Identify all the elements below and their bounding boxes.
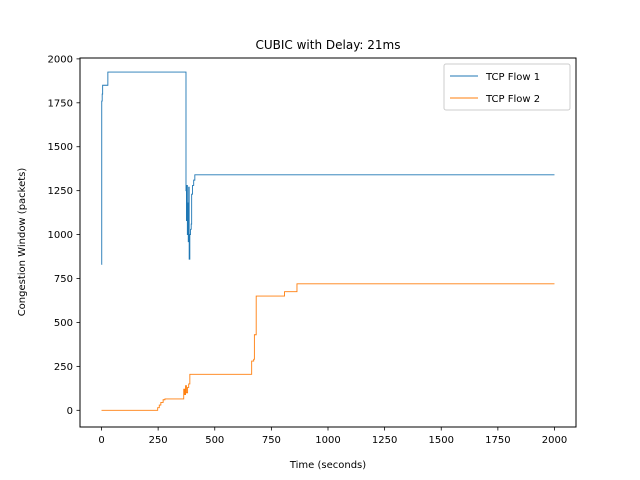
y-tick-label: 1500 [48,142,73,153]
y-tick-label: 2000 [48,54,73,65]
x-tick-label: 1000 [315,435,340,446]
series-line-1 [101,71,555,265]
legend: TCP Flow 1 TCP Flow 2 [443,63,571,111]
y-tick-label: 0 [67,406,73,417]
plot-area [101,71,555,411]
y-tick-label: 1250 [48,186,73,197]
plot-frame [79,57,577,428]
y-tick-label: 250 [54,362,73,373]
x-tick-label: 750 [262,435,281,446]
legend-label-2: TCP Flow 2 [485,94,540,105]
x-tick-label: 1750 [485,435,510,446]
x-axis-label: Time (seconds) [289,460,366,471]
series-line-2 [101,283,555,411]
y-axis: 0 250 500 750 1000 1250 1500 1750 2000 [48,54,80,417]
x-tick-label: 1250 [372,435,397,446]
x-tick-label: 250 [149,435,168,446]
y-tick-label: 750 [54,274,73,285]
y-tick-label: 500 [54,318,73,329]
x-tick-label: 500 [205,435,224,446]
x-tick-label: 2000 [542,435,567,446]
y-tick-label: 1000 [48,230,73,241]
x-tick-label: 1500 [429,435,454,446]
legend-label-1: TCP Flow 1 [485,72,540,83]
y-axis-label: Congestion Window (packets) [17,168,28,317]
x-tick-label: 0 [98,435,104,446]
x-axis: 0 250 500 750 1000 1250 1500 1750 2000 [98,427,567,446]
chart-title: CUBIC with Delay: 21ms [255,38,400,52]
y-tick-label: 1750 [48,98,73,109]
